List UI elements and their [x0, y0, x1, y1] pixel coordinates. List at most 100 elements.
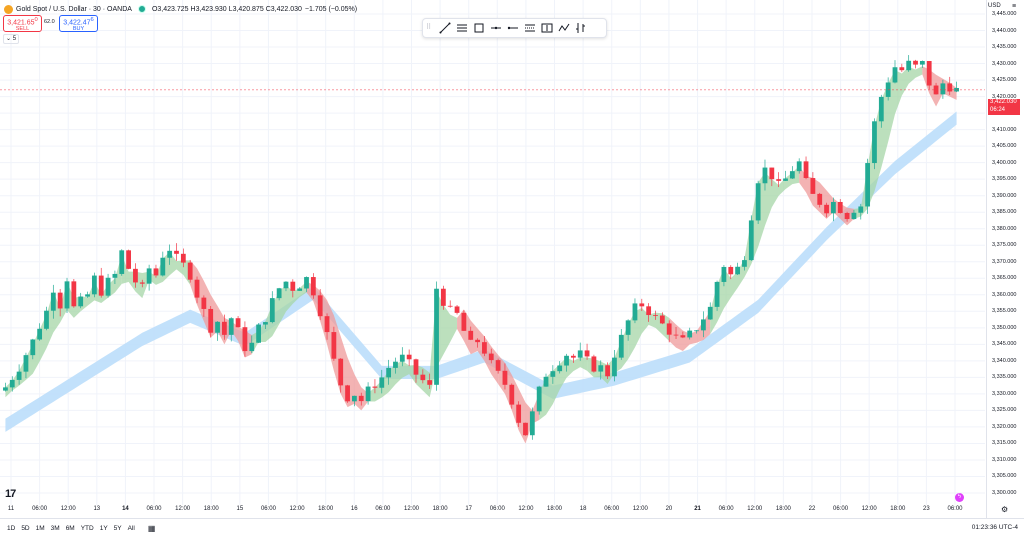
- price-axis[interactable]: 3,445.000 3,440.000 3,435.000 3,430.000 3,42…: [986, 0, 1024, 518]
- candle-body: [317, 295, 323, 317]
- candle-body: [700, 319, 706, 331]
- candle-body: [276, 288, 282, 299]
- candle-body: [570, 355, 576, 358]
- drawing-toolbar: ⠿: [422, 18, 607, 38]
- indicators-toggle[interactable]: ⌄ 5: [3, 34, 20, 44]
- range-button-all[interactable]: All: [127, 524, 135, 532]
- time-axis-label: 11: [7, 506, 15, 512]
- price-chart[interactable]: [0, 0, 1024, 518]
- candle-body: [310, 277, 316, 296]
- path-icon[interactable]: [555, 21, 572, 35]
- fast-ema-band-segment: [853, 66, 923, 219]
- bar-countdown: 06:24: [990, 106, 1006, 113]
- time-axis[interactable]: 11 06:00 12:00 13 14 06:00 12:00 18:00 15 06:00 12…: [0, 506, 985, 516]
- candle-body: [23, 355, 29, 372]
- candle-body: [379, 377, 385, 388]
- horizontal-ray-icon[interactable]: [504, 21, 521, 35]
- time-axis-label: 18:00: [318, 506, 334, 512]
- candle-body: [133, 268, 138, 283]
- price-axis-label: 3,330.000: [992, 390, 1017, 397]
- range-button-3m[interactable]: 3M: [50, 524, 60, 532]
- candle-body: [16, 371, 22, 380]
- forecast-icon[interactable]: [572, 21, 589, 35]
- candle-body: [591, 356, 597, 372]
- candle-body: [598, 365, 604, 372]
- price-axis-label: 3,310.000: [992, 456, 1017, 463]
- currency-selector[interactable]: USD: [988, 3, 1001, 9]
- price-axis-label: 3,410.000: [992, 126, 1017, 133]
- candle-body: [365, 386, 371, 402]
- symbol-title[interactable]: Gold Spot / U.S. Dollar · 30 · OANDA: [16, 5, 132, 13]
- horizontal-lines-icon[interactable]: [453, 21, 470, 35]
- buy-button[interactable]: 3,422.476 BUY: [59, 15, 98, 32]
- moving-average-bands: [5, 66, 957, 444]
- range-button-ytd[interactable]: YTD: [80, 524, 94, 532]
- range-button-6m[interactable]: 6M: [65, 524, 75, 532]
- candle-body: [297, 288, 303, 291]
- candle-body: [180, 253, 186, 263]
- candle-body: [167, 250, 173, 258]
- range-button-5d[interactable]: 5D: [21, 524, 30, 532]
- candle-body: [831, 201, 836, 214]
- time-axis-label: 12:00: [632, 506, 648, 512]
- candle-body: [735, 266, 741, 275]
- candle-body: [3, 387, 8, 391]
- trend-line-icon[interactable]: [436, 21, 453, 35]
- calendar-icon[interactable]: ▦: [147, 523, 156, 533]
- candle-body: [221, 321, 227, 335]
- price-axis-label: 3,430.000: [992, 60, 1017, 67]
- time-axis-label: 22: [808, 506, 816, 512]
- candle-body: [577, 350, 583, 358]
- price-axis-label: 3,345.000: [992, 341, 1017, 348]
- candle-body: [721, 266, 727, 282]
- candle-body: [194, 279, 200, 298]
- candle-body: [646, 306, 652, 316]
- lightning-icon[interactable]: ϟ: [955, 493, 964, 502]
- time-axis-label: 12:00: [518, 506, 534, 512]
- buy-price: 3,422.47: [63, 19, 91, 27]
- time-axis-label: 17: [465, 506, 473, 512]
- time-axis-label: 21: [694, 506, 701, 512]
- candle-body: [680, 335, 686, 338]
- tradingview-logo-icon[interactable]: 17: [5, 488, 16, 500]
- candle-body: [440, 288, 446, 306]
- candle-body: [742, 260, 747, 267]
- candle-body: [44, 310, 49, 329]
- rectangle-icon[interactable]: [470, 21, 487, 35]
- range-button-1y[interactable]: 1Y: [99, 524, 108, 532]
- clock[interactable]: 01:23:36 UTC-4: [971, 524, 1018, 531]
- time-axis-label: 18:00: [203, 506, 219, 512]
- sell-button[interactable]: 3,421.650 SELL: [3, 15, 42, 32]
- symbol-header[interactable]: Gold Spot / U.S. Dollar · 30 · OANDA O3,…: [4, 3, 357, 15]
- time-axis-label: 06:00: [489, 506, 505, 512]
- range-button-5y[interactable]: 5Y: [113, 524, 122, 532]
- price-axis-label: 3,440.000: [992, 27, 1017, 34]
- candle-body: [865, 163, 871, 207]
- candle-body: [694, 330, 699, 332]
- horizontal-line-icon[interactable]: [487, 21, 504, 35]
- candle-body: [509, 384, 515, 405]
- candle-body: [906, 60, 912, 71]
- gear-icon[interactable]: ⚙: [1001, 505, 1009, 514]
- candle-body: [406, 354, 412, 360]
- range-button-1d[interactable]: 1D: [7, 524, 16, 532]
- time-axis-label: 06:00: [32, 506, 48, 512]
- candle-body: [256, 324, 262, 343]
- time-axis-label: 12:00: [60, 506, 76, 512]
- range-button-1m[interactable]: 1M: [35, 524, 45, 532]
- candle-body: [331, 332, 337, 359]
- candle-body: [91, 275, 97, 295]
- drag-handle-icon[interactable]: ⠿: [426, 24, 432, 31]
- parallel-channel-icon[interactable]: [521, 21, 538, 35]
- candle-body: [529, 411, 535, 436]
- price-range-icon[interactable]: [538, 21, 555, 35]
- time-axis-label: 13: [93, 506, 101, 512]
- time-axis-label: 18:00: [890, 506, 906, 512]
- menu-icon[interactable]: ≡: [1012, 3, 1017, 10]
- candle-body: [352, 395, 357, 402]
- candle-body: [858, 206, 864, 213]
- candle-body: [913, 60, 918, 65]
- candle-body: [639, 303, 645, 307]
- candle-body: [372, 386, 378, 388]
- sell-price: 3,421.65: [7, 19, 35, 27]
